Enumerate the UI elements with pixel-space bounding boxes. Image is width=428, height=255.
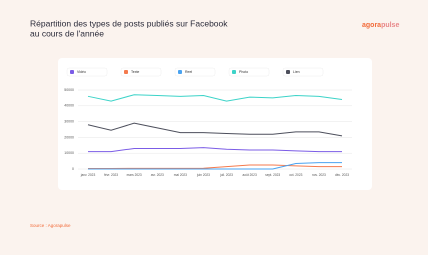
legend-box — [282, 67, 324, 77]
x-tick-label: sept. 2023 — [265, 173, 280, 177]
brand-part: agora — [362, 22, 381, 29]
x-tick-label: juin 2023 — [196, 173, 210, 177]
chart-card — [58, 58, 372, 190]
series-line — [87, 122, 343, 137]
x-tick-label: oct. 2023 — [289, 173, 302, 177]
series-line — [88, 147, 342, 153]
legend-swatch — [124, 70, 128, 74]
x-tick-label: nov. 2023 — [312, 173, 326, 177]
y-tick-label: 50000 — [64, 88, 74, 92]
legend-box — [120, 67, 162, 77]
legend-swatch — [232, 70, 236, 74]
series-line — [87, 94, 343, 102]
x-tick-label: déc. 2023 — [335, 173, 349, 177]
legend-swatch — [286, 70, 290, 74]
legend-box — [174, 67, 216, 77]
x-tick-label: févr. 2023 — [104, 173, 118, 177]
x-tick-label: mai 2023 — [174, 173, 187, 177]
legend-label: Vidéo — [77, 70, 86, 74]
x-tick-label: mars 2023 — [127, 173, 142, 177]
x-tick-label: avr. 2023 — [151, 173, 164, 177]
x-tick-label: juil. 2023 — [219, 173, 233, 177]
y-tick-label: 40000 — [64, 104, 74, 108]
y-tick-label: 0 — [72, 167, 74, 171]
legend-box — [228, 67, 270, 77]
series-line — [88, 162, 342, 170]
legend-label: Reel — [185, 70, 192, 74]
series-line — [88, 164, 342, 170]
legend-swatch — [70, 70, 74, 74]
legend-label: Texte — [131, 70, 139, 74]
chart-title: Répartition des types de posts publiés s… — [30, 18, 228, 28]
x-tick-label: août 2023 — [243, 173, 257, 177]
legend-box — [66, 67, 108, 77]
legend-swatch — [178, 70, 182, 74]
brand-part: pulse — [381, 22, 399, 29]
chart-subtitle: au cours de l'année — [30, 28, 104, 38]
legend-label: Photo — [239, 70, 248, 74]
brand-logo: agorapulse — [362, 22, 399, 29]
y-tick-label: 10000 — [64, 151, 74, 155]
legend-label: Lien — [293, 70, 300, 74]
y-tick-label: 20000 — [64, 135, 74, 139]
x-tick-label: janv. 2023 — [80, 173, 96, 177]
y-tick-label: 30000 — [64, 120, 74, 124]
source: Source : Agorapulse — [30, 223, 71, 228]
